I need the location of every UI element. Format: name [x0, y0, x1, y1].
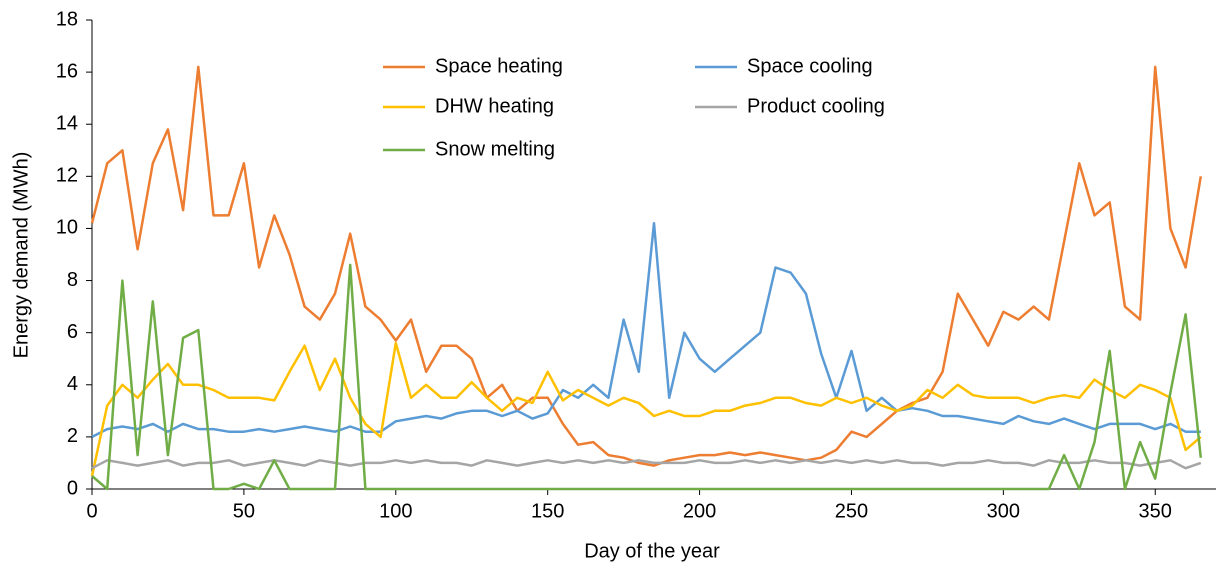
y-tick-label: 8 [67, 269, 78, 291]
y-tick-label: 2 [67, 425, 78, 447]
y-tick-label: 4 [67, 373, 78, 395]
x-tick-label: 150 [531, 500, 564, 522]
y-tick-label: 10 [56, 217, 78, 239]
legend-label: Snow melting [435, 138, 555, 160]
y-tick-label: 0 [67, 477, 78, 499]
y-tick-label: 18 [56, 8, 78, 30]
x-tick-label: 350 [1139, 500, 1172, 522]
x-tick-label: 250 [835, 500, 868, 522]
y-tick-label: 16 [56, 60, 78, 82]
x-axis-title: Day of the year [584, 540, 720, 562]
legend-label: Product cooling [747, 95, 885, 117]
y-tick-label: 6 [67, 321, 78, 343]
x-tick-label: 0 [86, 500, 97, 522]
x-tick-label: 200 [683, 500, 716, 522]
y-tick-label: 14 [56, 113, 78, 135]
x-tick-label: 50 [233, 500, 255, 522]
series-line [91, 459, 1202, 470]
series-line [91, 221, 1201, 439]
series-line [91, 263, 1203, 491]
y-tick-label: 12 [56, 165, 78, 187]
x-tick-label: 100 [379, 500, 412, 522]
legend-label: Space heating [435, 55, 563, 77]
y-axis-title: Energy demand (MWh) [10, 152, 32, 359]
legend-label: Space cooling [747, 55, 873, 77]
series-line [90, 65, 1203, 467]
x-tick-label: 300 [987, 500, 1020, 522]
series-line [90, 341, 1202, 477]
legend-label: DHW heating [435, 95, 554, 117]
